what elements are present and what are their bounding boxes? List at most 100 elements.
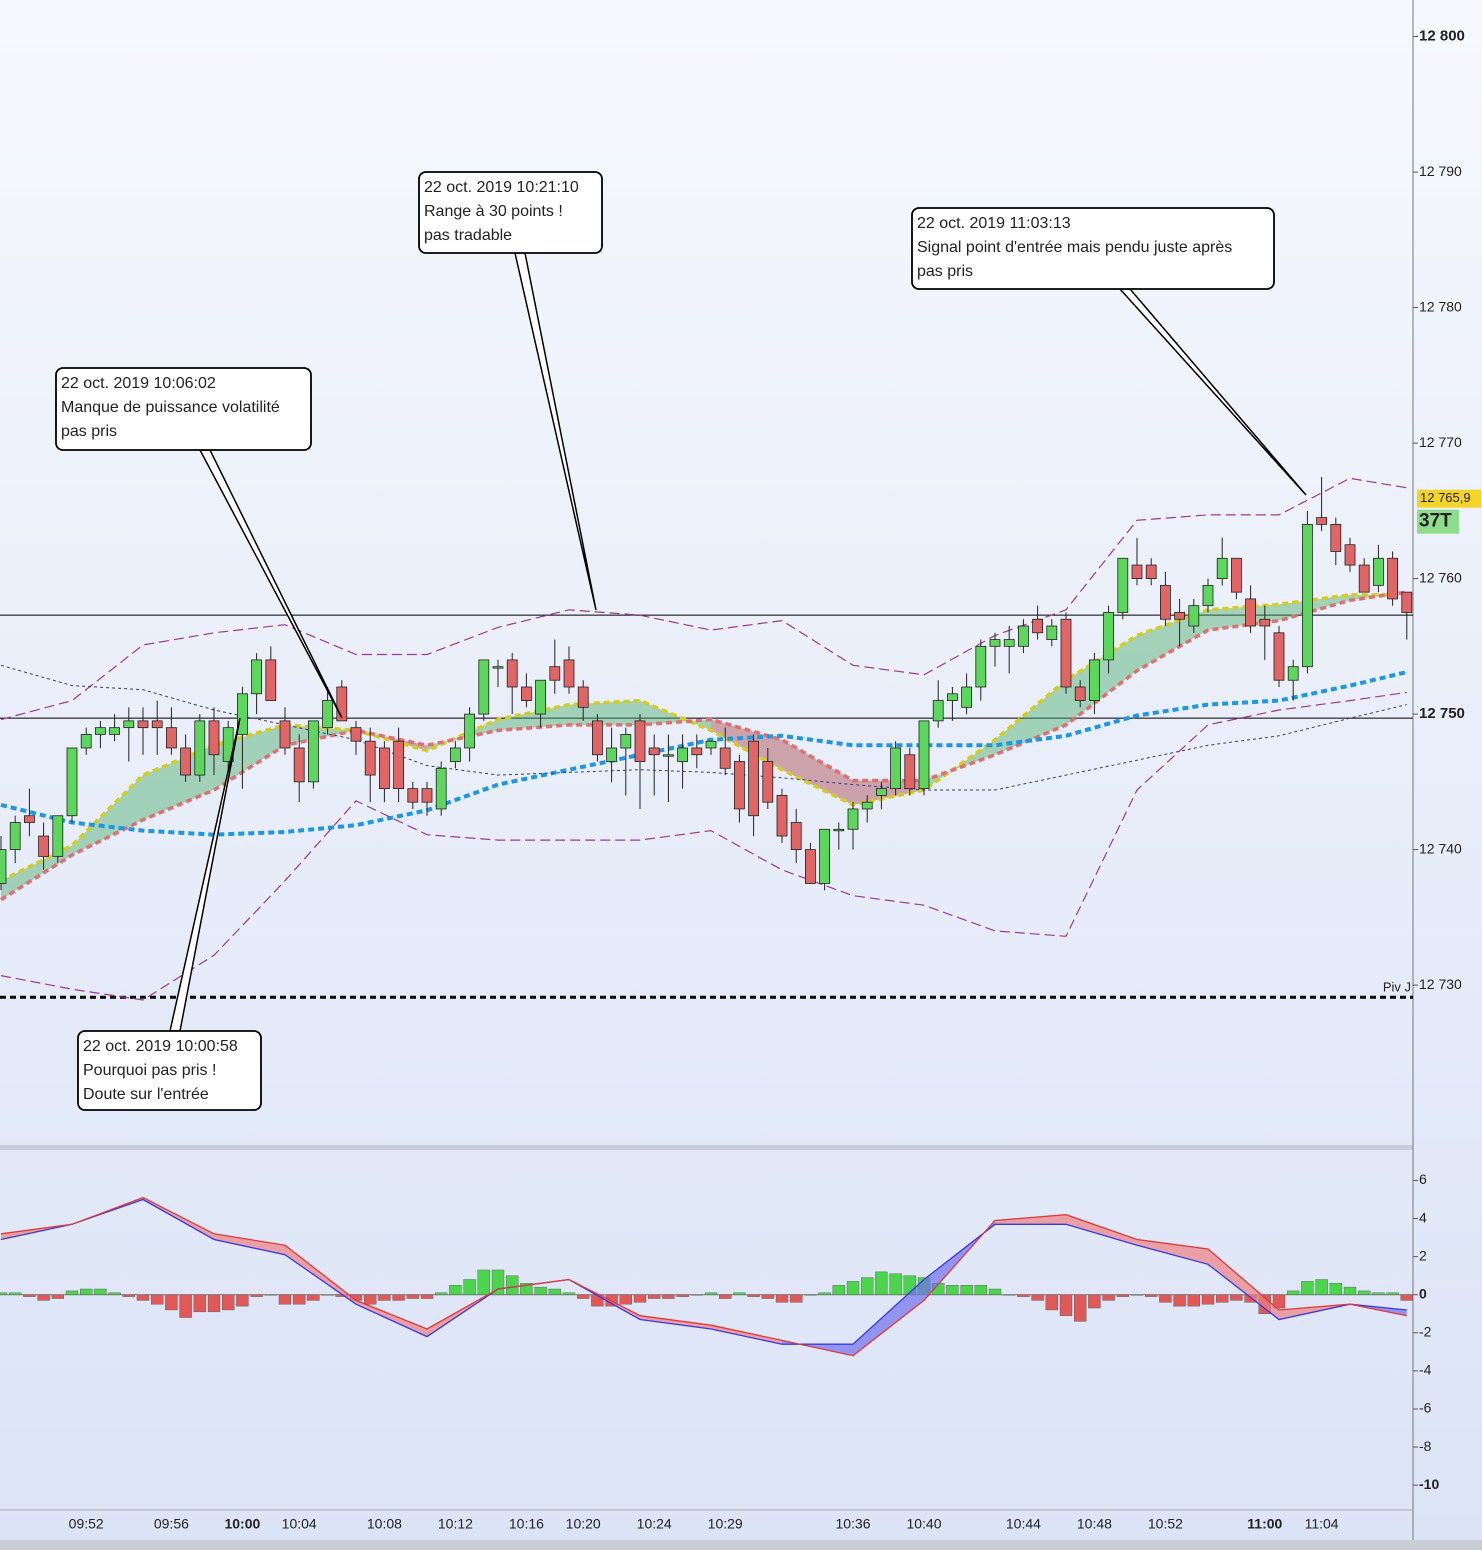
histogram-bar bbox=[846, 1281, 860, 1295]
histogram-bar bbox=[1045, 1294, 1059, 1311]
candle-body bbox=[1046, 625, 1058, 640]
cloud-segment bbox=[782, 739, 853, 805]
candle-body bbox=[1216, 557, 1228, 579]
overlay: 12 800 12 790 12 780 12 770 12 760 12 750 12 7… bbox=[55, 28, 1481, 1532]
histogram-bar bbox=[1357, 1290, 1371, 1295]
histogram-bar bbox=[1230, 1294, 1243, 1301]
cloud-segment bbox=[995, 680, 1066, 755]
candle-body bbox=[251, 659, 263, 695]
indicator-line bbox=[0, 1196, 1407, 1357]
candle-body bbox=[705, 740, 717, 749]
candle-body bbox=[521, 686, 532, 701]
cloud-segment bbox=[1066, 1214, 1137, 1246]
candle-body bbox=[876, 788, 887, 796]
y-tick-label: 12 770 bbox=[1419, 434, 1462, 450]
histogram-bar bbox=[221, 1294, 235, 1311]
y-tick-label: -6 bbox=[1419, 1400, 1432, 1416]
tick-badge bbox=[1417, 509, 1459, 534]
level-label: Piv J bbox=[1383, 980, 1411, 995]
status-strip bbox=[0, 1540, 1482, 1550]
candle-body bbox=[1060, 618, 1072, 688]
histogram-bar bbox=[1173, 1294, 1186, 1307]
y-tick-label: 12 740 bbox=[1419, 840, 1462, 856]
y-tick-label: -2 bbox=[1419, 1324, 1432, 1340]
candle-body bbox=[364, 740, 376, 776]
price-panel bbox=[0, 476, 1413, 1001]
histogram-bar bbox=[704, 1292, 718, 1295]
histogram-bar bbox=[449, 1285, 462, 1295]
callout-box bbox=[77, 1030, 262, 1111]
histogram-bar bbox=[761, 1294, 774, 1299]
x-tick-label: 11:04 bbox=[1305, 1516, 1339, 1532]
candle-body bbox=[805, 849, 816, 884]
cloud-segment bbox=[285, 1245, 356, 1305]
histogram-bar bbox=[321, 1294, 334, 1296]
histogram-bar bbox=[1386, 1292, 1399, 1295]
candle-body bbox=[151, 720, 163, 729]
histogram-bar bbox=[577, 1294, 590, 1299]
candle-body bbox=[1174, 612, 1185, 620]
histogram-bar bbox=[1059, 1294, 1073, 1316]
callout-box bbox=[55, 367, 312, 451]
histogram-bar bbox=[293, 1294, 306, 1305]
candle-body bbox=[1373, 557, 1384, 586]
candle-body bbox=[535, 679, 546, 715]
histogram-bar bbox=[79, 1288, 93, 1295]
histogram-bar bbox=[1400, 1294, 1413, 1301]
candle-body bbox=[1145, 564, 1157, 579]
y-tick-label: 12 750 bbox=[1419, 705, 1465, 722]
candle-body bbox=[435, 767, 447, 810]
cloud-segment bbox=[498, 704, 569, 731]
candle-body bbox=[1131, 564, 1143, 579]
tick-badge-label: 37T bbox=[1419, 511, 1452, 532]
y-tick-label: -8 bbox=[1419, 1438, 1432, 1454]
candle-body bbox=[194, 720, 206, 776]
candle-body bbox=[1273, 632, 1285, 681]
callout-box bbox=[418, 171, 603, 254]
candle-body bbox=[393, 740, 405, 790]
candle-body bbox=[1316, 517, 1327, 525]
histogram-bar bbox=[790, 1294, 803, 1303]
histogram-bar bbox=[733, 1292, 746, 1295]
candle-body bbox=[95, 727, 106, 735]
histogram-bar bbox=[122, 1294, 136, 1297]
candle-body bbox=[1160, 584, 1171, 620]
x-tick-label: 10:44 bbox=[1006, 1516, 1041, 1532]
histogram-bar bbox=[0, 1292, 8, 1295]
histogram-bar bbox=[179, 1294, 192, 1318]
candle-body bbox=[1202, 584, 1214, 607]
y-tick-label: 12 760 bbox=[1419, 569, 1462, 585]
candle-body bbox=[421, 788, 433, 803]
y-tick-label: 2 bbox=[1419, 1247, 1427, 1263]
candle-body bbox=[734, 761, 745, 810]
candle-body bbox=[1387, 557, 1398, 600]
candle-body bbox=[293, 747, 305, 783]
last-price-label: 12 765,9 bbox=[1420, 490, 1471, 505]
candle-body bbox=[719, 747, 731, 769]
y-tick-label: 12 790 bbox=[1419, 163, 1462, 179]
histogram-bar bbox=[775, 1294, 789, 1303]
histogram-bar bbox=[307, 1294, 320, 1301]
x-tick-label: 10:20 bbox=[566, 1516, 601, 1532]
x-tick-label: 10:24 bbox=[637, 1516, 672, 1532]
cloud-segment bbox=[924, 739, 995, 790]
candle-body bbox=[449, 747, 461, 762]
candle-body bbox=[464, 713, 476, 749]
cloud-segment bbox=[1208, 1249, 1279, 1320]
y-tick-label: 12 730 bbox=[1419, 976, 1462, 992]
cloud-segment bbox=[1, 845, 72, 900]
candle-body bbox=[1089, 659, 1100, 701]
histogram-bar bbox=[236, 1294, 249, 1307]
candle-body bbox=[1032, 618, 1043, 634]
x-tick-label: 10:12 bbox=[438, 1516, 473, 1532]
histogram-bar bbox=[946, 1285, 959, 1295]
candle-body bbox=[847, 808, 859, 830]
candle-body bbox=[1330, 523, 1342, 552]
histogram-bar bbox=[278, 1294, 292, 1305]
cloud-segment bbox=[711, 1325, 782, 1345]
cloud-segment bbox=[853, 1279, 924, 1356]
candle-body bbox=[0, 849, 7, 884]
x-tick-label: 10:29 bbox=[708, 1516, 743, 1532]
histogram-bar bbox=[719, 1294, 732, 1299]
